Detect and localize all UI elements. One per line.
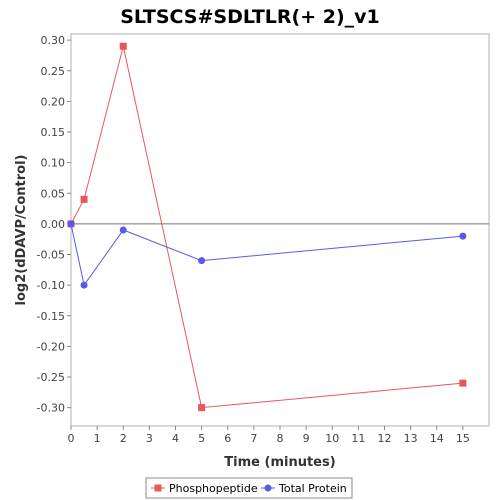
legend-marker-square bbox=[154, 484, 162, 492]
data-point-circle bbox=[198, 257, 206, 265]
x-tick-label: 5 bbox=[198, 432, 205, 445]
data-point-circle bbox=[67, 220, 75, 228]
x-axis: 0 1 2 3 4 5 6 7 8 9 10 11 12 13 14 15 bbox=[68, 426, 470, 445]
x-tick-label: 6 bbox=[224, 432, 231, 445]
data-point-square bbox=[119, 42, 127, 50]
x-tick-label: 10 bbox=[325, 432, 339, 445]
y-axis: 0.30 0.25 0.20 0.15 0.10 0.05 0.00 -0.05 -0.10 -0… bbox=[37, 34, 71, 415]
y-tick-label: 0.25 bbox=[41, 65, 66, 78]
data-point-circle bbox=[459, 232, 467, 240]
data-point-square bbox=[459, 379, 467, 387]
x-axis-label: Time (minutes) bbox=[224, 455, 335, 470]
x-tick-label: 9 bbox=[303, 432, 310, 445]
x-tick-label: 7 bbox=[250, 432, 257, 445]
x-tick-label: 2 bbox=[120, 432, 127, 445]
y-tick-label: 0.10 bbox=[41, 157, 66, 170]
y-tick-label: 0.30 bbox=[41, 34, 66, 47]
x-tick-label: 1 bbox=[94, 432, 101, 445]
x-tick-label: 14 bbox=[430, 432, 444, 445]
chart-title: SLTSCS#SDLTLR(+ 2)_v1 bbox=[120, 6, 380, 28]
y-tick-label: 0.20 bbox=[41, 95, 66, 108]
series-group bbox=[67, 42, 467, 412]
y-tick-label: -0.20 bbox=[37, 340, 65, 353]
legend-marker-circle bbox=[264, 484, 272, 492]
x-tick-label: 12 bbox=[378, 432, 392, 445]
y-tick-label: -0.15 bbox=[37, 310, 65, 323]
plot-area bbox=[70, 33, 490, 427]
x-tick-label: 8 bbox=[277, 432, 284, 445]
legend: Phosphopeptide Total Protein bbox=[145, 477, 353, 499]
data-point-circle bbox=[119, 226, 127, 234]
y-tick-label: -0.10 bbox=[37, 279, 65, 292]
x-tick-label: 11 bbox=[351, 432, 365, 445]
x-tick-label: 15 bbox=[456, 432, 470, 445]
data-point-square bbox=[80, 195, 88, 203]
x-tick-label: 3 bbox=[146, 432, 153, 445]
y-axis-label: log2(dDAVP/Control) bbox=[14, 155, 29, 306]
x-tick-label: 13 bbox=[404, 432, 418, 445]
data-point-square bbox=[198, 404, 206, 412]
y-tick-label: -0.05 bbox=[37, 249, 65, 262]
x-tick-label: 4 bbox=[172, 432, 179, 445]
x-tick-label: 0 bbox=[68, 432, 75, 445]
legend-label: Phosphopeptide bbox=[169, 482, 258, 495]
y-tick-label: 0.15 bbox=[41, 126, 66, 139]
y-tick-label: 0.05 bbox=[41, 187, 66, 200]
y-tick-label: 0.00 bbox=[41, 218, 66, 231]
y-tick-label: -0.30 bbox=[37, 402, 65, 415]
legend-box bbox=[145, 477, 353, 499]
legend-label: Total Protein bbox=[278, 482, 347, 495]
y-tick-label: -0.25 bbox=[37, 371, 65, 384]
data-point-circle bbox=[80, 281, 88, 289]
